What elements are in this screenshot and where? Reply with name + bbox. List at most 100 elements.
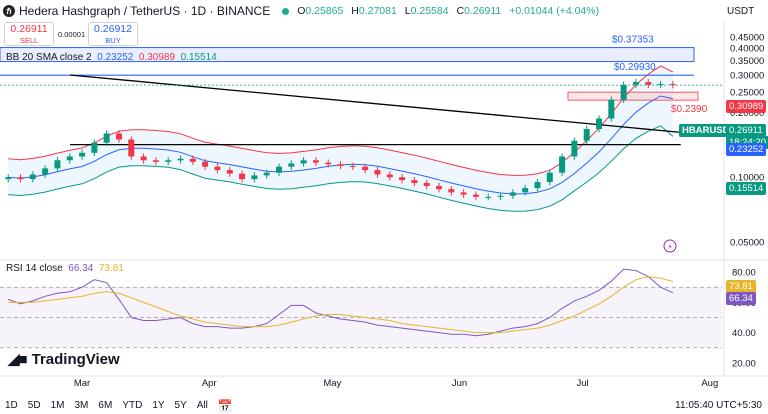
candle-body: [497, 195, 504, 197]
price-tick-label: 0.30000: [730, 70, 764, 81]
tradingview-logo: ◢■ TradingView: [8, 350, 120, 369]
candle-body: [263, 172, 270, 176]
chart-header: ℏ Hedera Hashgraph / TetherUS · 1D · BIN…: [0, 0, 700, 22]
candle-body: [386, 174, 393, 178]
candle-body: [312, 160, 319, 163]
time-tick-label: Aug: [701, 378, 718, 389]
buy-price: 0.26912: [94, 23, 132, 35]
candle-body: [534, 182, 541, 189]
candle-body: [596, 118, 603, 129]
candle-body: [177, 158, 184, 161]
price-tick-label: 0.45000: [730, 33, 764, 44]
clock-readout: 11:05:40 UTC+5:30: [675, 400, 762, 411]
rsi-ma-line: [8, 276, 674, 334]
candle-body: [275, 166, 282, 173]
spread-value: 0.00001: [58, 30, 86, 39]
rsi-tick-label: 80.00: [732, 268, 756, 279]
time-tick-label: Jul: [577, 378, 589, 389]
tf-6m[interactable]: 6M: [98, 400, 113, 411]
bollinger-legend[interactable]: BB 20 SMA close 2 0.23252 0.30989 0.1551…: [6, 52, 217, 63]
candle-body: [509, 192, 516, 196]
resistance-label-high: $0.37353: [612, 35, 654, 46]
rsi-ma-value: 73.81: [98, 263, 124, 274]
candle-body: [472, 194, 479, 197]
candle-body: [485, 196, 492, 198]
bb-basis-value: 0.23252: [97, 52, 134, 63]
bb-upper-value: 0.30989: [138, 52, 176, 63]
candle-body: [362, 166, 369, 171]
candle-body: [620, 84, 627, 100]
candle-body: [54, 160, 61, 169]
time-tick-label: Apr: [202, 378, 217, 389]
tf-ytd[interactable]: YTD: [122, 400, 143, 411]
bb-lower-badge: 0.15514: [726, 182, 767, 195]
candle-body: [448, 189, 455, 193]
candle-body: [571, 140, 578, 157]
tf-1d[interactable]: 1D: [5, 400, 18, 411]
tf-5d[interactable]: 5D: [27, 400, 41, 411]
sell-button[interactable]: 0.26911 SELL: [4, 22, 54, 46]
candle-body: [202, 161, 209, 167]
candle-body: [374, 170, 381, 175]
hedera-coin-icon: ℏ: [3, 5, 15, 17]
bb-upper-badge: 0.30989: [726, 100, 767, 113]
bb-lower-line: [8, 125, 674, 212]
candle-body: [460, 192, 467, 195]
price-tick-label: 0.25000: [730, 87, 764, 98]
tf-1y[interactable]: 1Y: [152, 400, 165, 411]
support-zone-label: $0.2390: [671, 104, 708, 115]
symbol-badge: HBARUSDT: [679, 124, 739, 137]
change-value: +0.01044 (+4.04%): [509, 5, 600, 17]
currency-selector[interactable]: USDT: [727, 6, 755, 17]
candle-body: [189, 158, 196, 162]
candle-body: [645, 82, 652, 85]
buy-label: BUY: [105, 36, 121, 45]
candle-body: [325, 162, 332, 165]
candle-body: [288, 163, 295, 167]
candle-body: [300, 160, 307, 164]
candle-body: [165, 160, 172, 162]
candle-body: [226, 170, 233, 174]
bb-lower-value: 0.15514: [180, 52, 217, 63]
candle-body: [42, 168, 49, 175]
tf-5y[interactable]: 5Y: [174, 400, 187, 411]
time-tick-label: Jun: [452, 378, 467, 389]
candle-body: [423, 183, 430, 187]
candle-body: [608, 99, 615, 119]
rsi-legend[interactable]: RSI 14 close 66.34 73.81: [6, 263, 124, 274]
candle-body: [79, 152, 86, 157]
price-tick-label: 0.05000: [730, 237, 764, 248]
time-tick-label: May: [323, 378, 341, 389]
candle-body: [17, 177, 24, 180]
date-range-icon[interactable]: 📅: [217, 398, 233, 413]
symbol-title[interactable]: Hedera Hashgraph / TetherUS · 1D · BINAN…: [19, 4, 271, 18]
candle-body: [152, 160, 159, 162]
candle-body: [115, 133, 122, 140]
candle-body: [349, 165, 356, 167]
rsi-ma-badge: 73.81: [726, 280, 756, 293]
tf-3m[interactable]: 3M: [74, 400, 89, 411]
resistance-zone-high: [0, 47, 695, 63]
tradingview-mark-icon: ◢■: [8, 351, 28, 368]
candle-body: [337, 164, 344, 166]
candle-body: [214, 166, 221, 171]
buy-button[interactable]: 0.26912 BUY: [88, 22, 138, 46]
candle-body: [546, 172, 553, 183]
trendline-resistance: [69, 74, 681, 133]
candle-body: [140, 156, 147, 161]
candle-body: [91, 142, 98, 153]
candle-body: [29, 174, 36, 180]
price-tick-label: 0.40000: [730, 44, 764, 55]
candle-body: [66, 156, 73, 161]
price-tick-label: 0.35000: [730, 56, 764, 67]
time-tick-label: Mar: [74, 378, 90, 389]
rsi-line: [8, 268, 674, 337]
tf-all[interactable]: All: [196, 400, 208, 411]
bb-basis-badge: 0.23252: [726, 143, 767, 156]
candle-body: [522, 188, 529, 193]
candle-body: [399, 177, 406, 181]
candle-body: [5, 177, 12, 180]
tf-1m[interactable]: 1M: [50, 400, 65, 411]
candle-body: [103, 133, 110, 143]
price-tick-label: 0.10000: [730, 173, 764, 184]
